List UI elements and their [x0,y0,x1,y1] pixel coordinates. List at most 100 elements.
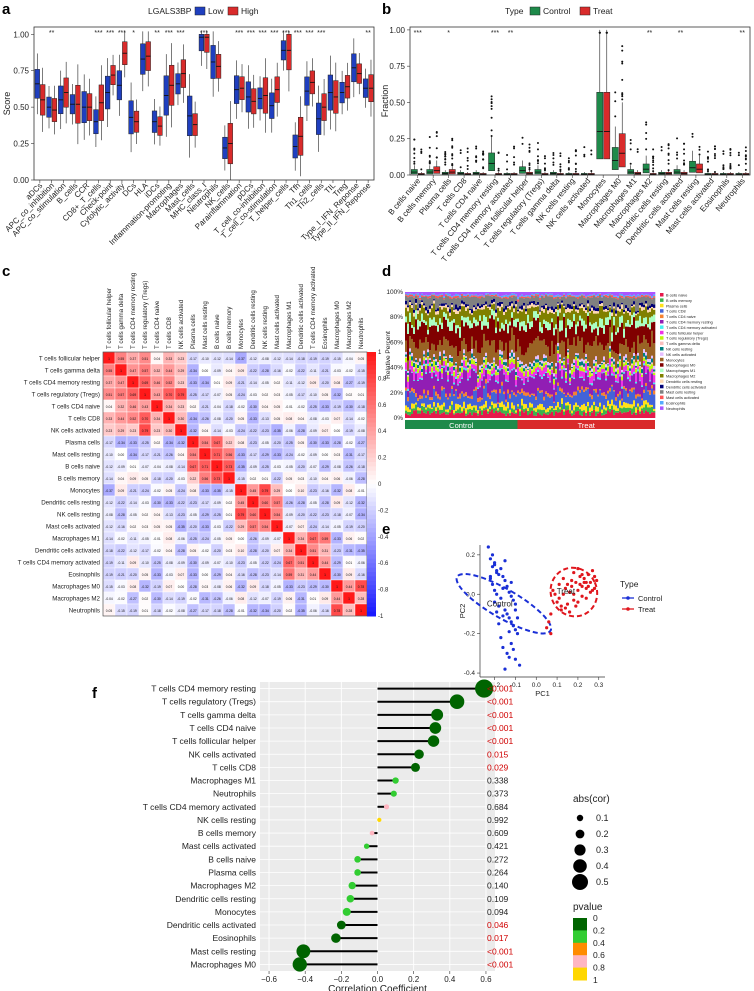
panel-d-bar-segment [549,409,552,414]
panel-d-bar-segment [529,363,532,368]
panel-d-bar-segment [409,293,412,295]
panel-d-bar-segment [563,364,566,369]
panel-d-bar-segment [625,295,628,296]
panel-f-category-label: T cells follicular helper [172,736,256,746]
panel-d-bar-segment [437,310,440,315]
panel-d-bar-segment [607,297,610,309]
panel-d-bar-segment [429,397,432,400]
panel-d-bar-segment [605,398,608,408]
panel-f-size-legend-label: 0.3 [596,845,609,855]
panel-d-bar-segment [477,398,480,402]
panel-d-bar-segment [593,292,596,294]
panel-c-cell-value: -0.31 [297,597,305,601]
panel-d-bar-segment [625,292,628,296]
panel-c-cell-value: -0.19 [153,585,161,589]
panel-b-outlier [645,137,648,140]
panel-e-point-control [513,628,518,632]
panel-d-bar-segment [597,394,600,397]
panel-d-bar-segment [609,295,612,305]
panel-d-bar-segment [431,293,434,295]
panel-c-cell-value: -0.14 [177,465,185,469]
panel-d-bar-segment [519,296,522,298]
panel-d-bar-segment [455,367,458,370]
panel-d-bar-segment [507,370,510,372]
panel-d-bar-segment [647,390,650,392]
panel-d-bar-segment [485,295,488,302]
panel-d-bar-segment [459,398,462,405]
panel-d-bar-segment [493,363,496,368]
panel-c-cell-value: 0.29 [178,369,185,373]
panel-c-col-label: Plasma cells [190,314,197,349]
panel-d-bar-segment [611,297,614,310]
panel-d-bar-segment [609,387,612,392]
panel-d-bar-segment [579,392,582,407]
panel-d-bar-segment [557,361,560,363]
panel-d-bar-segment [589,325,592,346]
panel-c-cell-value: 0.10 [298,489,305,493]
panel-b-outlier [713,147,716,150]
panel-d-bar-segment [649,358,652,363]
panel-c-col-label: T cells CD4 naive [154,300,161,349]
panel-d-bar-segment [653,382,656,385]
panel-d-bar-segment [549,293,552,296]
panel-c-cell-value: 0.06 [286,597,293,601]
panel-e-point-control [515,632,520,636]
panel-d-bar-segment [431,366,434,368]
panel-d-bar-segment [609,312,612,320]
panel-d-bar-segment [559,363,562,370]
panel-d-bar-segment [539,414,542,418]
panel-d-bar-segment [499,406,502,412]
panel-d-bar-segment [517,408,520,418]
panel-d-bar-segment [451,330,454,346]
panel-d-bar-segment [533,295,536,298]
panel-d-bar-segment [431,343,434,362]
panel-d-bar-segment [613,364,616,367]
panel-d-bar-segment [439,296,442,305]
panel-c-cell-value: -0.30 [249,405,257,409]
panel-d-bar-segment [615,405,618,411]
panel-c-cell-value: -0.34 [357,513,365,517]
panel-d-bar-segment [595,321,598,329]
panel-b-outlier [490,105,493,108]
panel-e-point-treat [565,602,570,606]
panel-d-bar-segment [447,311,450,319]
panel-d-bar-segment [607,364,610,366]
panel-d-bar-segment [653,410,656,413]
panel-e-point-control [488,557,493,561]
panel-d-bar-segment [449,412,452,418]
panel-d-bar-segment [555,409,558,412]
panel-c-cell-value: 1 [228,477,230,481]
panel-d-bar-segment [521,296,524,299]
panel-c-cell-value: 0.57 [250,525,257,529]
panel-d-bar-segment [645,303,648,307]
panel-c-cell-value: -0.08 [177,609,185,613]
panel-d-bar-segment [553,327,556,336]
panel-d-bar-segment [527,323,530,348]
panel-d-bar-segment [445,294,448,296]
panel-f-color-legend-label: 0.4 [593,938,605,948]
panel-d-bar-segment [579,306,582,309]
panel-b-outlier [528,143,531,146]
panel-d-bar-segment [637,294,640,297]
panel-d-bar-segment [531,301,534,304]
panel-b-box [611,147,619,170]
panel-d-bar-segment [563,392,566,394]
panel-d-bar-segment [509,413,512,416]
panel-c-cell-value: -0.33 [249,417,257,421]
panel-d-bar-segment [523,296,526,299]
panel-d-bar-segment [529,407,532,414]
panel-d-bar-segment [527,371,530,377]
panel-b-sig-mark: *** [491,30,499,37]
panel-d-bar-segment [565,312,568,328]
panel-d-bar-segment [423,393,426,404]
panel-d-bar-segment [611,405,614,410]
panel-d-bar-segment [507,306,510,309]
panel-d-bar-segment [597,372,600,378]
panel-d-legend-swatch [660,320,664,324]
panel-d-bar-segment [633,387,636,390]
panel-b-outlier [574,154,577,157]
panel-d-bar-segment [591,405,594,411]
panel-d-bar-segment [485,383,488,401]
panel-d-bar-segment [453,322,456,348]
panel-d-bar-segment [489,318,492,346]
